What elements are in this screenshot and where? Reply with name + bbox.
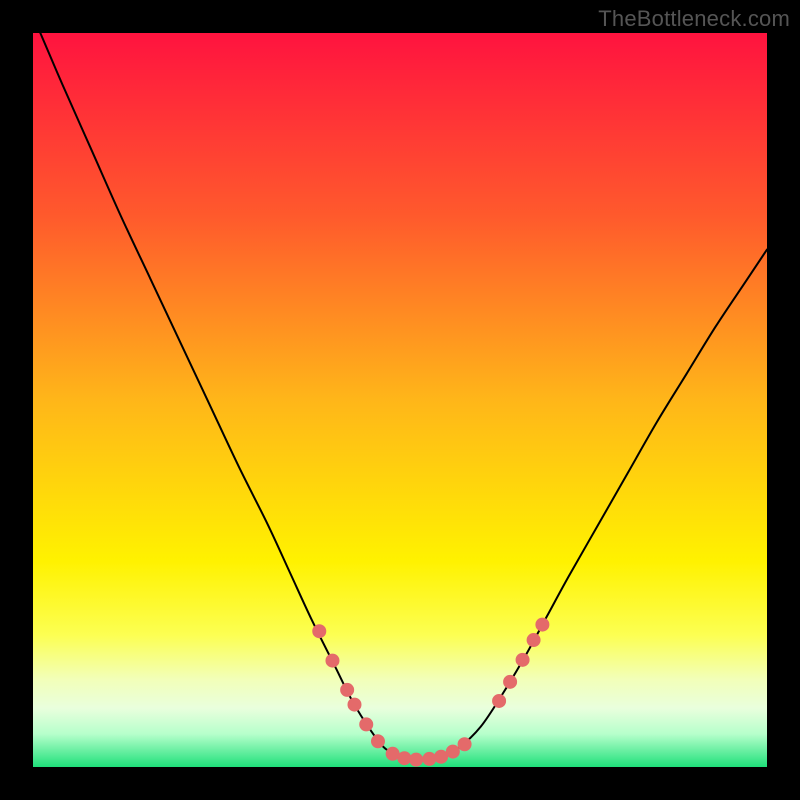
data-marker bbox=[446, 745, 459, 758]
data-marker bbox=[493, 694, 506, 707]
data-marker bbox=[348, 698, 361, 711]
plot-background bbox=[33, 33, 767, 767]
chart-svg bbox=[33, 33, 767, 767]
data-marker bbox=[313, 625, 326, 638]
data-marker bbox=[423, 752, 436, 765]
data-marker bbox=[435, 750, 448, 763]
watermark-text: TheBottleneck.com bbox=[598, 6, 790, 32]
data-marker bbox=[360, 718, 373, 731]
data-marker bbox=[326, 654, 339, 667]
data-marker bbox=[341, 683, 354, 696]
data-marker bbox=[504, 675, 517, 688]
data-marker bbox=[527, 634, 540, 647]
data-marker bbox=[410, 753, 423, 766]
data-marker bbox=[458, 738, 471, 751]
data-marker bbox=[371, 735, 384, 748]
data-marker bbox=[536, 618, 549, 631]
data-marker bbox=[398, 752, 411, 765]
plot-area bbox=[33, 33, 767, 767]
data-marker bbox=[386, 747, 399, 760]
data-marker bbox=[516, 653, 529, 666]
